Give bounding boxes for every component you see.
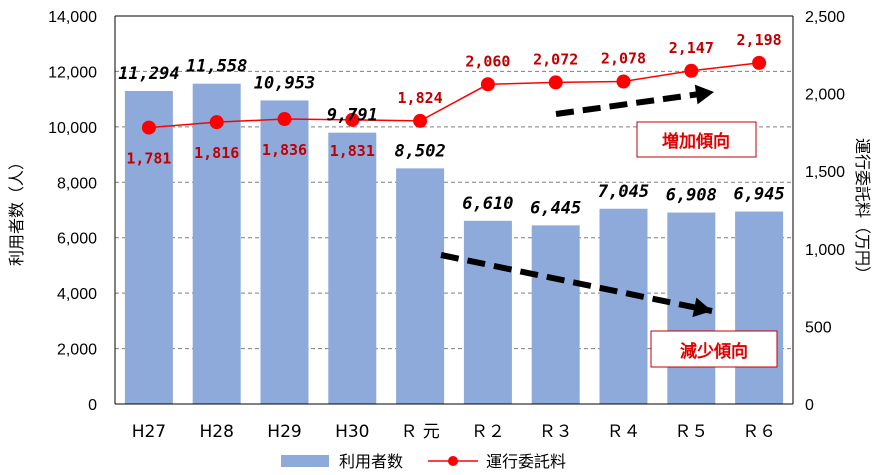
y-right-tick-label: 1,000 [805, 242, 845, 259]
line-point [209, 115, 224, 130]
bar-value-label: 9,791 [327, 106, 378, 126]
bar-value-label: 6,610 [462, 194, 513, 214]
decrease-trend-arrow [440, 252, 713, 314]
decrease-annotation-text: 減少傾向 [680, 341, 748, 362]
bar-value-label: 11,294 [118, 64, 179, 84]
bar-value-label: 7,045 [598, 182, 649, 202]
bar-value-label: 6,908 [666, 186, 717, 206]
bar [260, 100, 309, 404]
y-left-axis-title: 利用者数（人） [7, 154, 26, 266]
line-value-label: 1,836 [262, 141, 307, 159]
y-left-tick-label: 10,000 [48, 120, 97, 137]
increase-trend-arrow-head [694, 84, 714, 105]
decrease-trend-arrow-head [692, 297, 712, 318]
x-tick-label: Ｒ４ [607, 422, 641, 442]
y-left-tick-label: 8,000 [57, 175, 97, 192]
x-tick-label: Ｒ５ [674, 422, 708, 442]
line-point [277, 112, 292, 127]
line-point [413, 113, 428, 128]
line-value-label: 1,781 [126, 150, 171, 168]
y-left-tick-label: 2,000 [57, 342, 97, 359]
line-value-label: 2,060 [465, 52, 510, 70]
y-left-tick-label: 4,000 [57, 286, 97, 303]
line-point [548, 75, 563, 90]
bar-value-label: 11,558 [186, 57, 247, 77]
bar [328, 132, 377, 405]
legend-line-marker [448, 456, 458, 466]
line-point [345, 112, 360, 127]
y-right-tick-label: 0 [805, 397, 814, 414]
x-tick-label: Ｒ３ [539, 422, 573, 442]
y-right-tick-label: 500 [805, 319, 832, 336]
x-tick-label: H28 [199, 422, 233, 442]
line-series [148, 62, 760, 129]
legend-bar-swatch [281, 455, 329, 467]
x-tick-label: Ｒ 元 [400, 422, 439, 442]
line-value-label: 1,816 [194, 144, 239, 162]
y-left-tick-label: 14,000 [48, 9, 97, 26]
increase-annotation-box [636, 121, 757, 158]
y-right-tick-label: 2,000 [805, 87, 845, 104]
decrease-annotation-box [650, 330, 778, 368]
line-point [480, 77, 495, 92]
x-tick-label: H27 [132, 422, 166, 442]
y-right-axis-title: 運行委託料（万円） [853, 138, 872, 282]
line-value-label: 2,147 [669, 39, 714, 57]
line-point [141, 120, 156, 135]
y-right-tick-label: 1,500 [805, 164, 845, 181]
line-value-label: 1,831 [330, 142, 375, 160]
line-value-label: 1,824 [398, 89, 443, 107]
bar [735, 211, 784, 404]
increase-trend-arrow [555, 89, 715, 117]
bar [531, 225, 580, 404]
increase-annotation-text: 増加傾向 [662, 131, 730, 152]
y-left-tick-label: 12,000 [48, 64, 97, 81]
bar-value-label: 8,502 [395, 141, 446, 161]
line-point [616, 74, 631, 89]
x-tick-label: H30 [335, 422, 369, 442]
bar [192, 83, 241, 404]
x-tick-label: H29 [267, 422, 301, 442]
line-value-label: 2,078 [601, 49, 646, 67]
line-point [684, 63, 699, 78]
bar-value-label: 10,953 [254, 73, 315, 93]
x-tick-label: Ｒ２ [471, 422, 505, 442]
bar [396, 168, 445, 404]
bar [599, 208, 648, 404]
y-left-tick-label: 0 [88, 397, 97, 414]
legend-bar-label: 利用者数 [339, 452, 403, 471]
y-left-tick-label: 6,000 [57, 231, 97, 248]
legend-line-label: 運行委託料 [486, 452, 566, 471]
bar [124, 90, 173, 404]
bar-value-label: 6,945 [734, 185, 785, 205]
line-point [752, 55, 767, 70]
x-tick-label: Ｒ６ [742, 422, 776, 442]
bar [463, 220, 512, 404]
line-value-label: 2,072 [533, 50, 578, 68]
y-right-tick-label: 2,500 [805, 9, 845, 26]
bar-value-label: 6,445 [530, 198, 581, 218]
line-value-label: 2,198 [737, 31, 782, 49]
